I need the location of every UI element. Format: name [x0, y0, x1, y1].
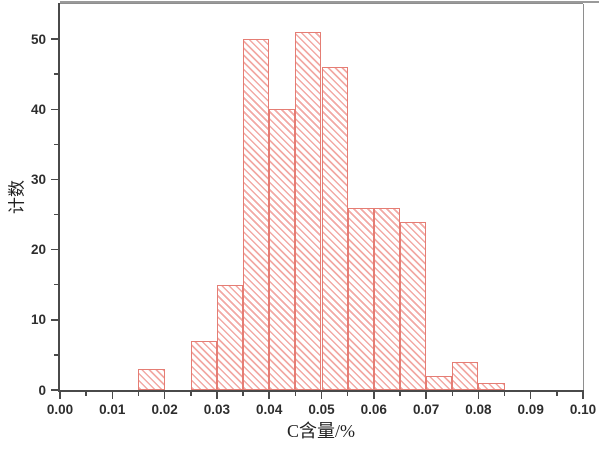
plot-box-right [582, 4, 584, 390]
x-minor-tick [190, 392, 192, 396]
histogram-bar [216, 284, 244, 390]
y-axis-line [58, 3, 60, 392]
x-tick-label: 0.09 [517, 402, 544, 417]
x-tick-label: 0.05 [308, 402, 335, 417]
y-major-tick [51, 178, 58, 181]
x-tick-label: 0.04 [256, 402, 283, 417]
histogram-bar [478, 382, 505, 390]
histogram-bar [373, 207, 400, 390]
histogram-bar [138, 368, 165, 390]
y-minor-tick [54, 213, 58, 216]
x-major-tick [529, 392, 532, 399]
x-major-tick [582, 392, 584, 399]
x-major-tick [163, 392, 166, 399]
y-tick-label: 0 [38, 382, 46, 398]
y-minor-tick [54, 354, 58, 356]
x-tick-label: 0.08 [465, 402, 492, 417]
x-tick-label: 0.02 [151, 402, 178, 417]
x-tick-label: 0.07 [412, 402, 440, 417]
x-minor-tick [451, 392, 453, 396]
x-tick-label: 0.01 [99, 402, 126, 417]
y-major-tick [51, 108, 58, 111]
histogram-bar [190, 340, 217, 390]
x-major-tick [425, 392, 427, 399]
x-tick-label: 0.00 [46, 402, 74, 417]
x-minor-tick [399, 392, 401, 396]
histogram-bar [269, 109, 296, 390]
x-major-tick [111, 392, 114, 399]
y-minor-tick [54, 283, 58, 286]
y-tick-label: 40 [30, 101, 46, 117]
x-major-tick [373, 392, 375, 399]
y-tick-label: 20 [30, 242, 46, 258]
histogram-bar [243, 39, 270, 390]
x-minor-tick [556, 392, 558, 396]
histogram-bar [426, 375, 453, 390]
y-minor-tick [54, 143, 58, 146]
plot-box-top [60, 2, 583, 4]
y-tick-label: 30 [30, 171, 46, 187]
x-minor-tick [294, 392, 297, 396]
x-tick-label: 0.10 [569, 402, 597, 417]
histogram-bar [321, 67, 348, 390]
x-tick-label: 0.06 [360, 402, 387, 417]
x-axis-title: C含量/% [286, 421, 356, 441]
x-axis-line [58, 390, 584, 392]
y-major-tick [51, 248, 58, 251]
y-tick-label: 10 [30, 312, 46, 328]
histogram-bar [399, 221, 427, 390]
x-major-tick [477, 392, 480, 399]
histogram-bar [347, 207, 374, 390]
x-minor-tick [137, 392, 140, 396]
y-major-tick [51, 389, 58, 391]
x-minor-tick [503, 392, 506, 396]
x-major-tick [59, 392, 61, 399]
x-minor-tick [242, 392, 244, 396]
histogram-bar [452, 361, 479, 390]
y-minor-tick [54, 73, 58, 75]
window-top-edge [60, 1, 599, 3]
x-major-tick [216, 392, 218, 399]
x-tick-label: 0.03 [203, 402, 231, 417]
histogram-bar [295, 32, 322, 390]
x-major-tick [268, 392, 270, 399]
y-major-tick [51, 319, 58, 321]
y-tick-label: 50 [30, 31, 46, 47]
x-major-tick [320, 392, 323, 399]
x-minor-tick [85, 392, 87, 396]
y-axis-title: 计数 [7, 180, 27, 214]
x-minor-tick [346, 392, 349, 396]
y-major-tick [51, 38, 58, 40]
